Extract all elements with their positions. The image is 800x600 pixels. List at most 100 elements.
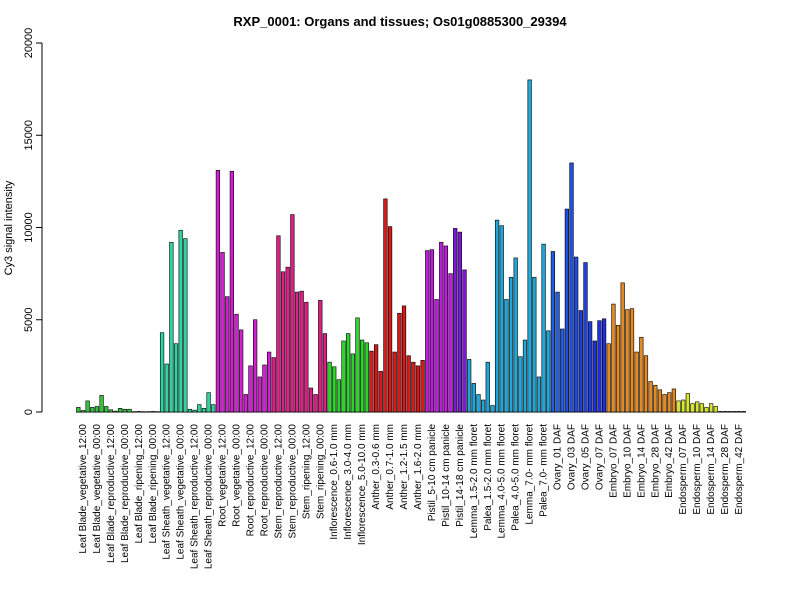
x-axis-labels: Leaf Blade_vegetative_12:00 Leaf Blade_ve…: [78, 424, 745, 570]
bar: [392, 351, 397, 413]
x-tick-label: Anther_1.2-1.5 mm: [399, 424, 410, 510]
bar: [648, 381, 653, 413]
bar: [406, 355, 411, 413]
x-tick-label: Endosperm_10 DAF: [692, 424, 703, 515]
bar: [308, 387, 314, 413]
bar: [708, 403, 714, 413]
x-tick-label: Inflorescence_5.0-10.0 mm: [357, 424, 368, 545]
y-axis-label: Cy3 signal intensity: [3, 180, 15, 275]
bar: [122, 408, 127, 413]
bar: [527, 79, 532, 413]
bar: [564, 208, 569, 413]
bar: [471, 383, 476, 413]
x-tick-label: Ovary_03 DAF: [567, 424, 578, 490]
bar: [476, 394, 481, 413]
x-tick-label: Stem_ripening_12:00: [301, 424, 312, 520]
x-tick-label: Leaf Blade_reproductive_00:00: [120, 424, 131, 563]
bar: [736, 411, 742, 413]
bar: [629, 308, 635, 413]
bar: [341, 340, 346, 413]
bar: [448, 273, 453, 413]
bar: [108, 409, 114, 413]
x-tick-label: Leaf Blade_ripening_00:00: [148, 424, 159, 544]
bar: [225, 296, 230, 413]
bar: [606, 343, 611, 413]
x-tick-label: Embryo_10 DAF: [622, 424, 633, 498]
bar: [211, 404, 216, 413]
bar: [620, 282, 625, 413]
bar: [634, 351, 639, 413]
bar-series: [76, 79, 746, 413]
bar: [485, 361, 490, 413]
bar: [550, 251, 556, 413]
bar: [104, 406, 109, 413]
bar: [243, 394, 248, 413]
bar: [262, 364, 267, 413]
bar: [136, 411, 141, 413]
bar: [420, 360, 425, 413]
bar: [639, 336, 644, 413]
bar: [676, 400, 681, 413]
x-tick-label: Lemma_1.5-2.0 mm floret: [469, 424, 480, 539]
x-tick-label: Inflorescence_3.0-4.0 mm: [343, 424, 354, 540]
x-tick-label: Anther_0.7-1.0 mm: [385, 424, 396, 510]
bar: [611, 303, 616, 413]
x-tick-label: Endosperm_07 DAF: [678, 424, 689, 515]
bar: [601, 318, 607, 413]
bar: [685, 393, 690, 413]
bar: [220, 252, 225, 413]
x-tick-label: Leaf Blade_ripening_12:00: [134, 424, 145, 544]
x-tick-label: Embryo_07 DAF: [608, 424, 619, 498]
bar: [434, 299, 439, 413]
bar: [504, 299, 509, 413]
bar: [583, 262, 588, 413]
bar: [178, 229, 183, 413]
bar: [722, 411, 728, 413]
x-tick-label: Endosperm_28 DAF: [720, 424, 731, 515]
bar: [346, 333, 351, 413]
bar: [99, 395, 104, 413]
y-tick-label: 10000: [23, 212, 35, 243]
bar: [397, 312, 402, 413]
bar: [113, 410, 118, 413]
bar: [276, 235, 281, 413]
bar: [132, 411, 137, 413]
y-tick-label: 5000: [23, 308, 35, 332]
bar: [155, 411, 160, 413]
bar: [299, 290, 304, 413]
x-tick-label: Stem_ripening_00:00: [315, 424, 326, 520]
bar: [555, 291, 560, 413]
bar: [253, 319, 258, 413]
bar: [415, 365, 421, 413]
bar: [201, 408, 207, 413]
x-tick-label: Root_reproductive_00:00: [259, 424, 270, 537]
bar: [383, 198, 388, 413]
bar: [373, 344, 379, 413]
bar: [439, 241, 444, 413]
bar: [667, 392, 672, 413]
bar: [713, 406, 718, 413]
bar: [266, 351, 272, 413]
bar: [350, 353, 355, 413]
bar: [481, 399, 486, 413]
bar: [662, 394, 667, 413]
x-tick-label: Root_reproductive_12:00: [245, 424, 256, 537]
bar: [378, 371, 383, 413]
bar: [336, 379, 341, 413]
x-tick-label: Leaf Sheath_reproductive_12:00: [190, 424, 201, 570]
bar: [118, 408, 123, 413]
x-tick-label: Pistil_10-14 cm panicle: [441, 424, 452, 527]
chart-title: RXP_0001: Organs and tissues; Os01g08853…: [233, 14, 567, 29]
bar: [313, 394, 318, 413]
bar: [280, 271, 286, 413]
bar: [271, 357, 276, 413]
bar: [462, 269, 467, 413]
bar: [453, 228, 458, 413]
bar: [257, 376, 262, 413]
bar: [327, 361, 332, 413]
x-tick-label: Stem_reproductive_00:00: [287, 424, 298, 539]
bar: [318, 300, 323, 413]
bar: [164, 363, 169, 413]
x-tick-label: Anther_0.3-0.6 mm: [371, 424, 382, 510]
bar: [234, 313, 239, 413]
